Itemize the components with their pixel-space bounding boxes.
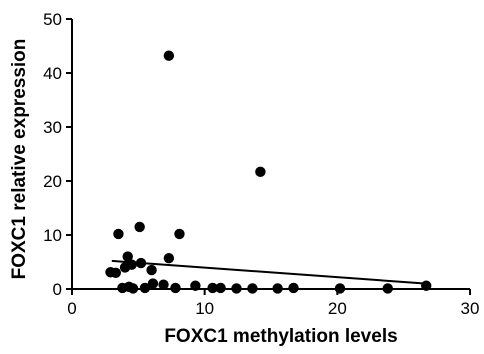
y-tick-label: 20 xyxy=(43,172,62,191)
data-point xyxy=(231,283,242,294)
data-points xyxy=(105,50,432,294)
data-point xyxy=(170,282,181,294)
data-point xyxy=(110,267,121,278)
x-tick-label: 10 xyxy=(195,299,214,318)
data-point xyxy=(119,262,131,273)
data-point xyxy=(334,283,346,294)
data-point xyxy=(215,282,226,294)
data-point xyxy=(117,282,128,294)
data-point xyxy=(146,264,157,276)
data-point xyxy=(158,279,169,290)
y-axis-title: FOXC1 relative expression xyxy=(9,39,30,280)
data-point xyxy=(147,278,159,289)
data-point xyxy=(174,228,185,240)
y-axis-ticks: 0 10 20 30 40 50 xyxy=(43,10,72,299)
data-point xyxy=(382,283,393,294)
data-point xyxy=(288,282,299,294)
data-point xyxy=(421,280,432,291)
y-tick-label: 50 xyxy=(43,10,62,29)
data-point xyxy=(134,221,145,233)
data-point xyxy=(163,50,175,61)
data-point xyxy=(247,283,258,294)
x-axis-title: FOXC1 methylation levels xyxy=(164,326,397,347)
y-tick-label: 40 xyxy=(43,64,62,83)
data-point xyxy=(272,283,283,294)
y-tick-label: 0 xyxy=(53,280,62,299)
data-point xyxy=(207,282,218,294)
y-tick-label: 10 xyxy=(43,226,62,245)
regression-line xyxy=(111,259,427,285)
data-point xyxy=(255,166,266,178)
data-point xyxy=(163,253,175,264)
data-point xyxy=(127,283,139,294)
x-tick-label: 30 xyxy=(461,299,480,318)
x-axis-ticks: 0 10 20 30 xyxy=(67,289,479,318)
x-tick-label: 20 xyxy=(328,299,347,318)
data-point xyxy=(139,282,151,294)
data-point xyxy=(113,228,124,240)
y-tick-label: 30 xyxy=(43,118,62,137)
data-point xyxy=(190,280,201,291)
data-point xyxy=(122,251,133,262)
x-tick-label: 0 xyxy=(67,299,76,318)
data-point xyxy=(135,257,147,269)
